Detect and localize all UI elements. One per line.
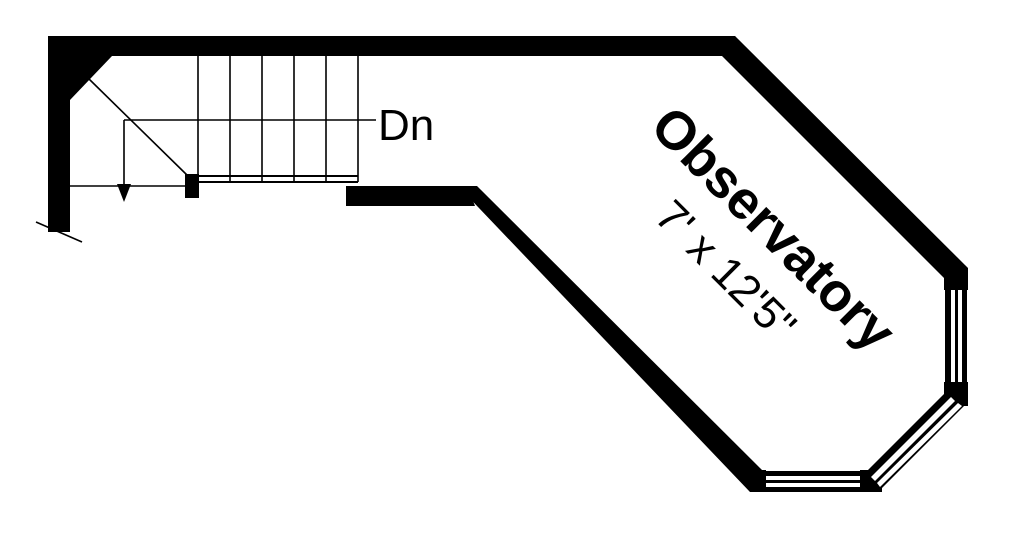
wall-left [48, 36, 70, 232]
windows [764, 288, 967, 492]
window-right [945, 288, 967, 384]
break-line [35, 221, 83, 243]
wall-right-top-end [944, 268, 968, 290]
wall-upper-right-diagonal [722, 36, 968, 282]
wall-top [48, 36, 747, 56]
staircase [35, 56, 376, 243]
stair-direction-label: Dn [378, 101, 434, 150]
stair-winder-line [87, 77, 189, 177]
wall-corner-top-left [70, 56, 112, 100]
wall-lower-diagonal [458, 186, 764, 492]
window-diagonal [862, 392, 966, 488]
down-arrow-icon [117, 184, 131, 202]
walls [48, 36, 968, 492]
wall-bottom-left-end [748, 470, 766, 492]
window-bottom [764, 471, 862, 492]
wall-stair-landing [346, 186, 475, 206]
